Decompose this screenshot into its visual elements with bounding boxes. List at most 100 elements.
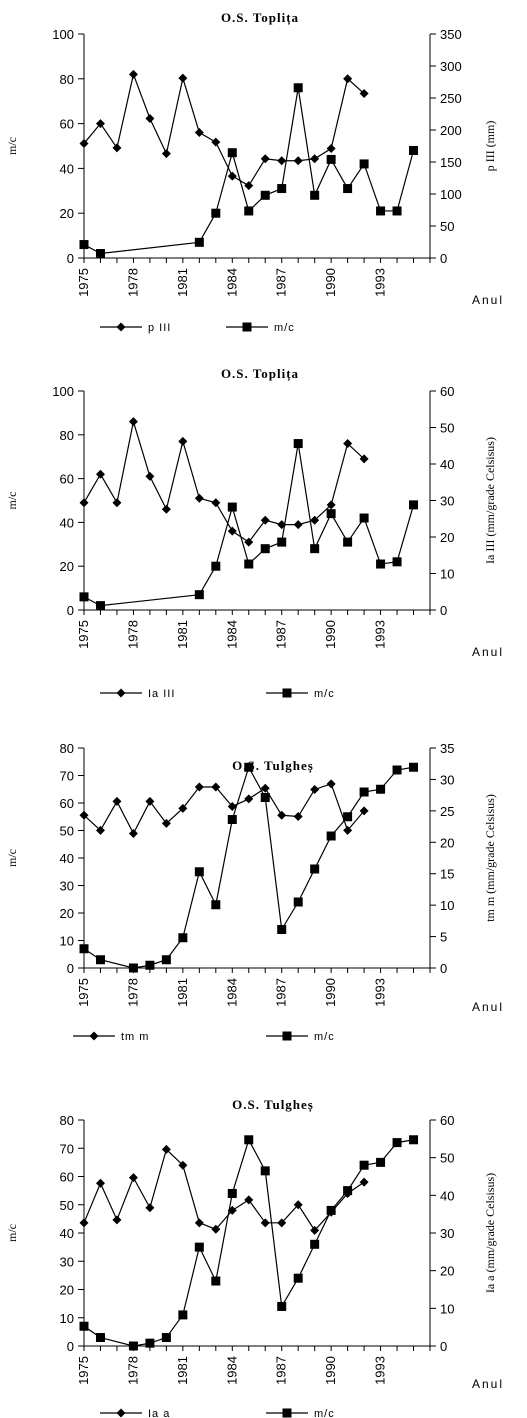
left-tick-label: 40 [60,1226,74,1241]
square-point [293,83,303,93]
diamond-point [112,498,122,508]
square-point [79,592,89,602]
diamond-point [343,439,353,449]
square-point [343,812,353,822]
square-point [310,1239,320,1249]
square-point [178,1310,188,1320]
x-axis-label: Anul [472,293,504,307]
diamond-point [178,803,188,813]
x-tick-label: 1981 [175,978,190,1007]
diamond-point [178,436,188,446]
diamond-point [194,1218,204,1228]
square-point [227,502,237,512]
left-tick-label: 80 [60,72,74,87]
diamond-point [194,128,204,138]
square-point [409,1135,419,1145]
left-tick-label: 10 [60,934,74,949]
left-tick-label: 60 [60,472,74,487]
diamond-point [211,1224,221,1234]
x-tick-label: 1984 [224,1356,239,1385]
diamond-point [244,1195,254,1205]
right-tick-label: 20 [440,530,454,545]
left-tick-label: 0 [67,1339,74,1354]
y-axis-label: m/c [5,492,19,510]
right-tick-label: 50 [440,421,454,436]
square-point [244,559,254,569]
diamond-point [277,810,287,820]
square-point [326,509,336,519]
right-tick-label: 200 [440,123,462,138]
diamond-point [79,138,89,148]
square-point [293,439,303,449]
series-line [83,87,415,255]
right-tick-label: 40 [440,457,454,472]
right-tick-label: 5 [440,930,447,945]
legend-square-icon [282,1031,292,1041]
square-point [326,831,336,841]
square-point [244,206,254,216]
x-tick-label: 1981 [175,620,190,649]
diamond-point [310,1225,320,1235]
left-tick-label: 80 [60,741,74,756]
diamond-point [293,812,303,822]
chart-2: O.S. Toplița 0 20 40 60 80 100 0 10 20 30 40 50 60 197… [5,366,502,700]
square-point [359,513,369,523]
left-tick-label: 50 [60,1198,74,1213]
y2-axis-label: tm m (mm/grade Celsisus) [483,794,497,922]
diamond-point [178,1160,188,1170]
left-tick-label: 80 [60,428,74,443]
legend-label: m/c [314,1031,335,1043]
chart-title: O.S. Toplița [221,10,299,26]
diamond-point [343,825,353,835]
diamond-point [244,181,254,191]
right-tick-label: 30 [440,772,454,787]
x-tick-label: 1987 [274,268,289,297]
diamond-point [326,500,336,510]
square-point [244,1135,254,1145]
x-tick-label: 1984 [224,620,239,649]
square-point [145,960,155,970]
legend-label: tm m [121,1031,149,1043]
square-point [409,762,419,772]
square-point [145,1338,155,1348]
series-square [79,1135,419,1351]
diamond-point [145,1203,155,1213]
legend-entry: Ia a [100,1408,169,1418]
y2-axis-label: Ia a (mm/grade Celsisus) [483,1173,497,1293]
x-tick-label: 1987 [274,620,289,649]
series-square [79,83,419,259]
x-tick-label: 1978 [125,978,140,1007]
right-tick-label: 50 [440,1151,454,1166]
diamond-point [359,806,369,816]
square-point [277,1301,287,1311]
diamond-point [161,1144,171,1154]
diamond-point [260,154,270,164]
diamond-point [277,156,287,166]
diamond-point [211,137,221,147]
diamond-point [244,794,254,804]
square-point [227,1188,237,1198]
right-tick-label: 0 [440,603,447,618]
right-tick-label: 350 [440,27,462,42]
square-point [326,154,336,164]
right-tick-label: 0 [440,251,447,266]
diamond-point [112,796,122,806]
legend-diamond-icon [116,1408,126,1418]
legend-entry: m/c [266,1408,334,1418]
square-point [277,925,287,934]
diamond-point [359,1177,369,1187]
diamond-point [95,825,105,835]
left-tick-label: 60 [60,117,74,132]
right-tick-label: 0 [440,961,447,976]
diamond-point [128,69,138,79]
series-line [83,1148,365,1232]
left-tick-label: 0 [67,961,74,976]
right-tick-label: 50 [440,219,454,234]
square-point [211,208,221,218]
right-tick-label: 10 [440,567,454,582]
right-tick-label: 15 [440,867,454,882]
x-tick-label: 1984 [224,978,239,1007]
legend-entry: m/c [226,322,294,334]
x-tick-label: 1990 [323,1356,338,1385]
x-tick-label: 1981 [175,1356,190,1385]
